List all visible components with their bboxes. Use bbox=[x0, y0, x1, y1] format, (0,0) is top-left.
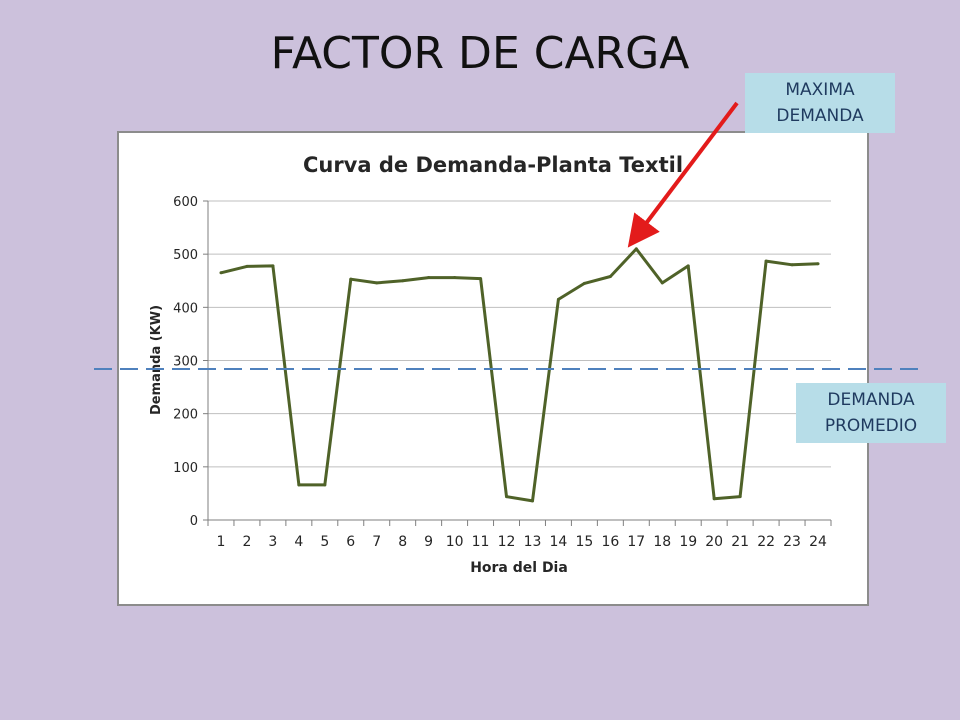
slide-title: FACTOR DE CARGA bbox=[270, 28, 690, 79]
chart-title: Curva de Demanda-Planta Textil bbox=[302, 153, 684, 177]
average-demand-callout: DEMANDA PROMEDIO bbox=[796, 383, 946, 443]
chart-frame: Curva de Demanda-Planta Textil bbox=[117, 131, 869, 606]
max-demand-callout: MAXIMA DEMANDA bbox=[745, 73, 895, 133]
